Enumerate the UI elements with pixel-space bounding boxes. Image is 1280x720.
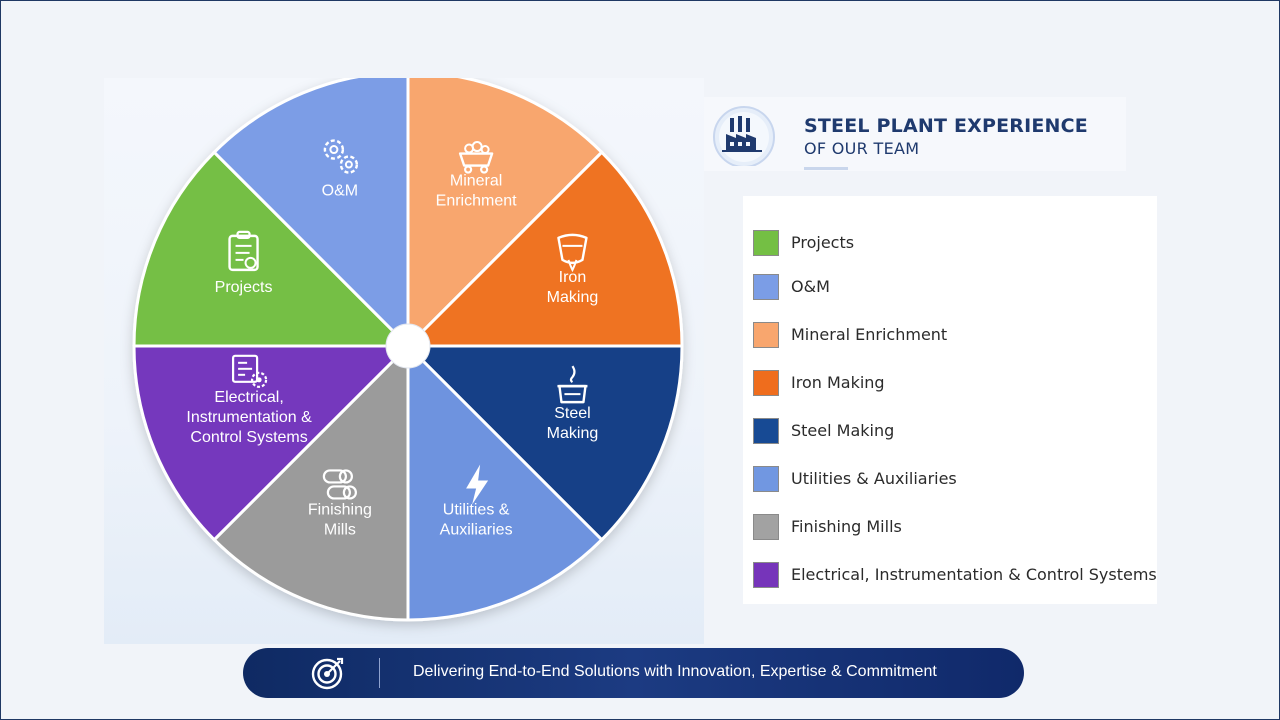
legend-swatch xyxy=(753,418,779,444)
legend-item-projects: Projects xyxy=(753,230,1153,256)
wheel-label-line: Making xyxy=(547,425,599,442)
wheel-label-line: Iron xyxy=(559,269,587,286)
title-underline xyxy=(804,167,848,170)
wheel-label-line: Steel xyxy=(554,405,590,422)
wheel-label-line: Control Systems xyxy=(190,429,307,446)
legend-item-iron-making: Iron Making xyxy=(753,370,1153,396)
page-title: STEEL PLANT EXPERIENCE xyxy=(804,115,1088,137)
wheel-label-line: Auxiliaries xyxy=(440,521,513,538)
wheel-label-steel-making: Steel Making xyxy=(547,405,599,442)
factory-icon xyxy=(713,106,775,166)
wheel-segment-om xyxy=(212,78,410,350)
legend-label: Steel Making xyxy=(791,421,895,440)
footer-divider xyxy=(379,658,380,688)
wheel-label-line: Enrichment xyxy=(436,193,517,210)
wheel-segment-utilities-auxiliaries xyxy=(406,342,604,622)
legend-swatch xyxy=(753,322,779,348)
footer-tagline: Delivering End-to-End Solutions with Inn… xyxy=(413,663,937,680)
wheel-label-electrical-instrumentation-control: Electrical, Instrumentation & Control Syst… xyxy=(186,389,312,446)
wheel-label-line: Utilities & xyxy=(443,501,510,518)
legend-item-finishing-mills: Finishing Mills xyxy=(753,514,1153,540)
legend-swatch xyxy=(753,230,779,256)
header-card: STEEL PLANT EXPERIENCE OF OUR TEAM xyxy=(704,97,1126,171)
wheel-label-mineral-enrichment: Mineral Enrichment xyxy=(436,173,517,210)
wheel-label-line: Finishing xyxy=(308,501,372,518)
legend-label: Projects xyxy=(791,233,855,252)
clipboard-icon xyxy=(228,230,259,272)
legend-label: Mineral Enrichment xyxy=(791,325,948,344)
furnace-icon xyxy=(557,365,588,404)
wheel-label-line: Making xyxy=(547,289,599,306)
legend-label: Utilities & Auxiliaries xyxy=(791,469,957,488)
legend-label: Electrical, Instrumentation & Control Sy… xyxy=(791,565,1157,584)
legend-swatch xyxy=(753,562,779,588)
wheel-segment-electrical-instrumentation-control xyxy=(132,344,412,542)
legend-item-om: O&M xyxy=(753,274,1153,300)
legend-item-steel-making: Steel Making xyxy=(753,418,1153,444)
wheel-label-line: O&M xyxy=(322,183,358,200)
legend-item-electrical: Electrical, Instrumentation & Control Sy… xyxy=(753,562,1157,588)
legend-item-mineral-enrichment: Mineral Enrichment xyxy=(753,322,1153,348)
wheel-label-utilities-auxiliaries: Utilities & Auxiliaries xyxy=(440,501,513,538)
circuit-gear-icon xyxy=(231,354,268,388)
wheel-label-line: Mineral xyxy=(450,173,502,190)
legend-swatch xyxy=(753,514,779,540)
legend-label: O&M xyxy=(791,277,830,296)
legend-swatch xyxy=(753,274,779,300)
legend-swatch xyxy=(753,466,779,492)
legend-item-utilities: Utilities & Auxiliaries xyxy=(753,466,1153,492)
wheel-segment-steel-making xyxy=(404,344,684,542)
coils-icon xyxy=(322,469,357,500)
ore-cart-icon xyxy=(458,141,494,174)
wheel-segment-finishing-mills xyxy=(212,342,410,622)
page-subtitle: OF OUR TEAM xyxy=(804,139,920,158)
wheel-label-finishing-mills: Finishing Mills xyxy=(308,501,372,538)
legend-label: Iron Making xyxy=(791,373,885,392)
legend: Projects O&M Mineral Enrichment Iron Mak… xyxy=(743,196,1157,604)
wheel-panel: Mineral Enrichment Iron Making Steel Making Ut… xyxy=(104,78,704,644)
legend-swatch xyxy=(753,370,779,396)
wheel-label-line: Instrumentation & xyxy=(186,409,312,426)
steel-plant-wheel: Mineral Enrichment Iron Making Steel Making Ut… xyxy=(132,78,684,622)
wheel-label-om: O&M xyxy=(322,183,358,200)
wheel-hub xyxy=(385,323,431,369)
wheel-segment-mineral-enrichment xyxy=(406,78,604,350)
lightning-icon xyxy=(466,464,489,505)
wheel-label-line: Electrical, xyxy=(214,389,283,406)
footer-banner: Delivering End-to-End Solutions with Inn… xyxy=(243,648,1024,698)
target-icon xyxy=(311,657,344,690)
legend-label: Finishing Mills xyxy=(791,517,902,536)
wheel-segment-iron-making xyxy=(404,150,684,348)
wheel-label-line: Projects xyxy=(215,279,273,296)
wheel-label-line: Mills xyxy=(324,521,356,538)
wheel-segment-projects xyxy=(132,150,412,348)
ladle-icon xyxy=(557,233,588,273)
wheel-label-iron-making: Iron Making xyxy=(547,269,599,306)
wheel-label-projects: Projects xyxy=(215,279,273,296)
